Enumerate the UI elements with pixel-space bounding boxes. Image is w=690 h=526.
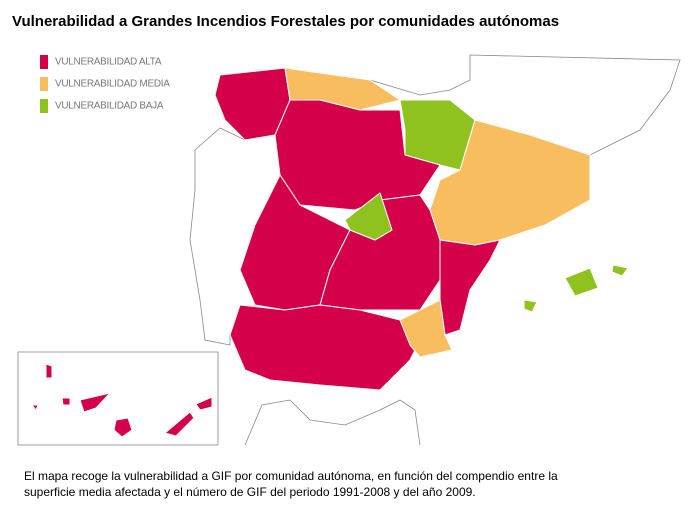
legend: VULNERABILIDAD ALTA VULNERABILIDAD MEDIA V… [40, 55, 171, 113]
legend-label: VULNERABILIDAD ALTA [55, 57, 162, 68]
legend-swatch [40, 77, 48, 91]
pais-vasco-navarra-rioja [399, 99, 476, 171]
valencia [439, 239, 501, 336]
murcia [399, 299, 453, 358]
la-gomera [61, 397, 71, 406]
el-hierro [31, 404, 39, 411]
mallorca [564, 267, 599, 297]
morocco-outline [244, 399, 421, 446]
caption-line: superficie media afectada y el número de… [24, 485, 476, 499]
lanzarote [195, 396, 213, 411]
legend-swatch [40, 99, 48, 113]
title: Vulnerabilidad a Grandes Incendios Fores… [12, 13, 559, 30]
ibiza [523, 299, 538, 313]
la-palma [45, 363, 53, 379]
menorca [611, 264, 629, 277]
aragon-cataluna [429, 119, 591, 246]
gran-canaria [113, 417, 133, 438]
legend-label: VULNERABILIDAD BAJA [55, 101, 164, 112]
legend-label: VULNERABILIDAD MEDIA [55, 79, 170, 90]
regions [214, 67, 629, 391]
madrid [344, 192, 393, 241]
tenerife [79, 392, 111, 413]
caption-line: El mapa recoge la vulnerabilidad a GIF p… [24, 469, 558, 483]
andalucia [229, 304, 426, 391]
legend-swatch [40, 55, 48, 69]
fuerteventura [164, 411, 195, 437]
canarias [31, 363, 213, 438]
